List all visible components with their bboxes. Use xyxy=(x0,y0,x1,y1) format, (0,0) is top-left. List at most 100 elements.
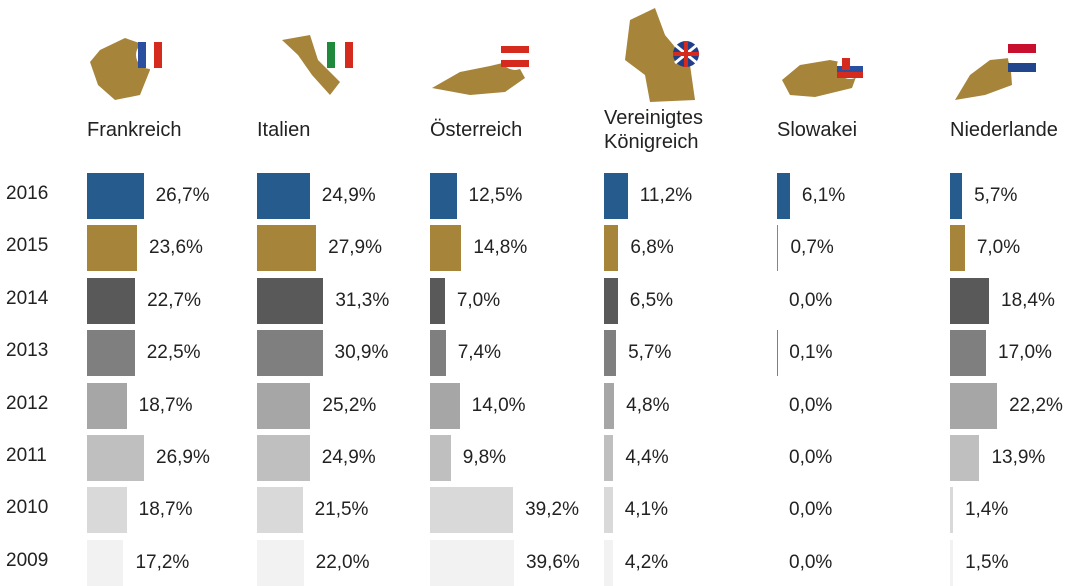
year-label: 2010 xyxy=(6,498,76,518)
bar xyxy=(950,435,979,481)
country-label: Frankreich xyxy=(87,118,237,142)
value-label: 7,0% xyxy=(977,238,1020,258)
value-label: 26,7% xyxy=(156,186,210,206)
value-label: 1,5% xyxy=(965,553,1008,573)
value-label: 14,8% xyxy=(473,238,527,258)
value-label: 6,8% xyxy=(630,238,673,258)
value-label: 0,0% xyxy=(789,396,832,416)
year-label: 2013 xyxy=(6,341,76,361)
bar xyxy=(604,487,613,533)
country-label: Vereinigtes Königreich xyxy=(604,106,734,154)
value-label: 23,6% xyxy=(149,238,203,258)
value-label: 22,2% xyxy=(1009,396,1063,416)
value-label: 5,7% xyxy=(974,186,1017,206)
bar xyxy=(430,173,457,219)
bar xyxy=(257,383,310,429)
bar xyxy=(950,225,965,271)
bar xyxy=(87,540,123,586)
bar xyxy=(87,435,144,481)
bar xyxy=(950,173,962,219)
value-label: 24,9% xyxy=(322,448,376,468)
value-label: 1,4% xyxy=(965,500,1008,520)
bar xyxy=(604,173,628,219)
bar xyxy=(257,173,310,219)
bar xyxy=(950,278,989,324)
value-label: 0,1% xyxy=(789,343,832,363)
value-label: 18,4% xyxy=(1001,291,1055,311)
bar xyxy=(604,278,618,324)
value-label: 17,0% xyxy=(998,343,1052,363)
year-label: 2016 xyxy=(6,184,76,204)
bar xyxy=(87,278,135,324)
value-label: 39,2% xyxy=(525,500,579,520)
year-label: 2012 xyxy=(6,394,76,414)
bar xyxy=(430,540,514,586)
bar xyxy=(87,330,135,376)
value-label: 0,0% xyxy=(789,448,832,468)
year-label: 2015 xyxy=(6,236,76,256)
value-label: 4,1% xyxy=(625,500,668,520)
bar xyxy=(430,383,460,429)
value-label: 6,1% xyxy=(802,186,845,206)
bar xyxy=(87,383,127,429)
bar xyxy=(604,330,616,376)
value-label: 0,0% xyxy=(789,500,832,520)
value-label: 11,2% xyxy=(640,186,692,206)
bar xyxy=(950,540,953,586)
value-label: 14,0% xyxy=(472,396,526,416)
year-label: 2011 xyxy=(6,446,76,466)
bar xyxy=(950,330,986,376)
bar xyxy=(257,330,323,376)
value-label: 22,7% xyxy=(147,291,201,311)
bar xyxy=(257,487,303,533)
value-label: 22,5% xyxy=(147,343,201,363)
value-label: 30,9% xyxy=(335,343,389,363)
bar xyxy=(604,435,613,481)
country-label: Slowakei xyxy=(777,118,927,142)
bar xyxy=(430,278,445,324)
bar xyxy=(604,225,618,271)
bar xyxy=(604,540,613,586)
bar xyxy=(257,435,310,481)
value-label: 4,2% xyxy=(625,553,668,573)
bar xyxy=(430,487,513,533)
year-label: 2014 xyxy=(6,289,76,309)
value-label: 25,2% xyxy=(322,396,376,416)
value-label: 0,0% xyxy=(789,553,832,573)
bar xyxy=(257,225,316,271)
value-label: 31,3% xyxy=(335,291,389,311)
value-label: 0,0% xyxy=(789,291,832,311)
value-label: 4,4% xyxy=(625,448,668,468)
value-label: 7,4% xyxy=(458,343,501,363)
country-label: Österreich xyxy=(430,118,580,142)
bar xyxy=(604,383,614,429)
value-label: 17,2% xyxy=(135,553,189,573)
country-label: Niederlande xyxy=(950,118,1088,142)
value-label: 18,7% xyxy=(139,500,193,520)
value-label: 9,8% xyxy=(463,448,506,468)
value-label: 7,0% xyxy=(457,291,500,311)
value-label: 13,9% xyxy=(991,448,1045,468)
year-label: 2009 xyxy=(6,551,76,571)
bar xyxy=(950,383,997,429)
value-label: 5,7% xyxy=(628,343,671,363)
value-label: 18,7% xyxy=(139,396,193,416)
value-label: 12,5% xyxy=(469,186,523,206)
value-label: 21,5% xyxy=(315,500,369,520)
country-label: Italien xyxy=(257,118,407,142)
bar xyxy=(950,487,953,533)
value-label: 22,0% xyxy=(316,553,370,573)
bar xyxy=(257,540,304,586)
value-label: 4,8% xyxy=(626,396,669,416)
bar xyxy=(430,225,461,271)
bar xyxy=(87,487,127,533)
value-label: 24,9% xyxy=(322,186,376,206)
bar xyxy=(430,330,446,376)
value-label: 39,6% xyxy=(526,553,580,573)
value-label: 26,9% xyxy=(156,448,210,468)
bar xyxy=(430,435,451,481)
value-label: 6,5% xyxy=(630,291,673,311)
bar xyxy=(87,173,144,219)
